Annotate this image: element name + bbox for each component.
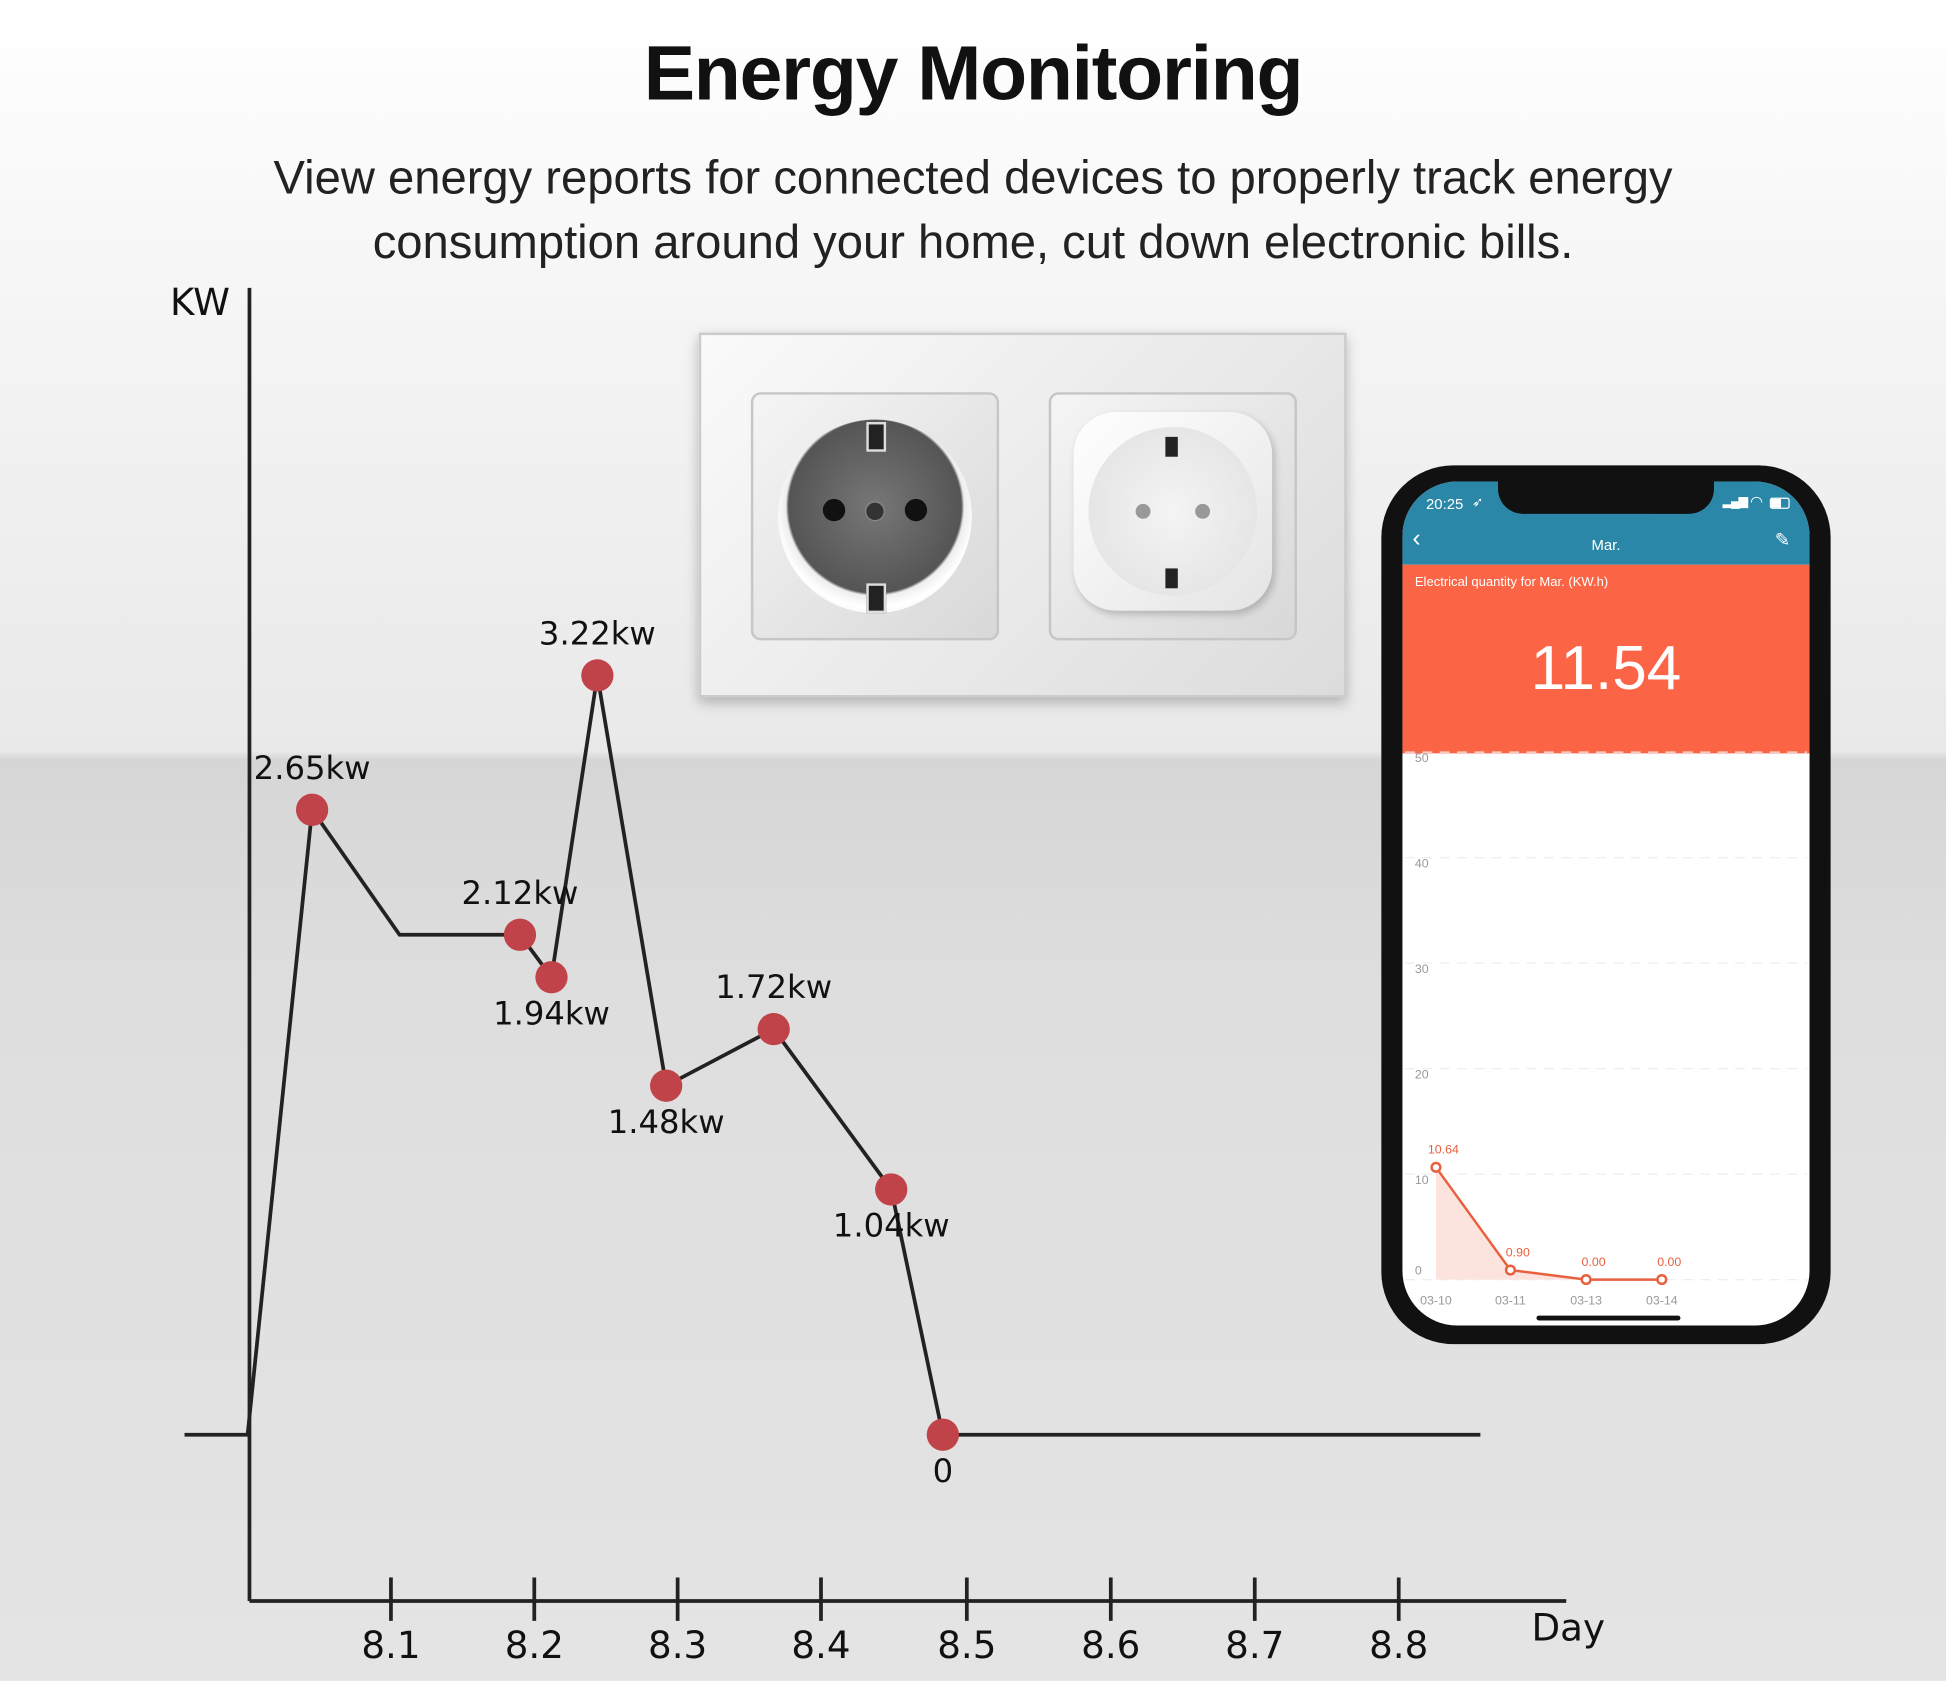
location-arrow-icon: ➶ (1471, 495, 1484, 511)
x-tick-label: 8.5 (937, 1623, 996, 1667)
x-tick-label: 8.8 (1369, 1623, 1428, 1667)
data-label: 1.04kw (833, 1207, 950, 1245)
data-label: 2.65kw (254, 749, 371, 787)
data-point (535, 961, 568, 994)
data-point (295, 793, 329, 826)
battery-icon (1769, 497, 1790, 509)
page-subtitle: View energy reports for connected device… (273, 152, 1673, 270)
socket-left (750, 392, 1000, 641)
home-indicator (1536, 1315, 1681, 1321)
summary-panel: Electrical quantity for Mar. (KW.h) 11.5… (1402, 564, 1810, 754)
total-value: 11.54 (1530, 632, 1682, 703)
wifi-icon: ◠ (1749, 492, 1763, 511)
series-line (184, 675, 1481, 1437)
smart-plug (1048, 392, 1297, 641)
data-label: 1.72kw (715, 968, 832, 1006)
nav-title: Mar. (1591, 536, 1621, 554)
wall-socket-image (698, 332, 1347, 698)
data-label: 3.22kw (539, 614, 656, 652)
data-point (581, 659, 614, 692)
signal-icon: ▂▄▆ (1722, 495, 1748, 509)
data-label: 1.48kw (608, 1103, 725, 1141)
data-label: 2.12kw (462, 874, 579, 912)
x-tick-label: 8.2 (505, 1623, 564, 1667)
data-point (757, 1012, 790, 1046)
x-axis-label: Day (1532, 1606, 1606, 1650)
app-header: 20:25 ➶ ▂▄▆ ◠ ‹ Mar. ✎ (1402, 481, 1810, 565)
data-point (650, 1069, 683, 1102)
page-title: Energy Monitoring (643, 31, 1304, 117)
phone-notch (1498, 481, 1714, 514)
x-tick-label: 8.3 (648, 1623, 707, 1667)
socket-well (778, 419, 972, 614)
data-label: 0 (933, 1452, 954, 1490)
x-tick-label: 8.6 (1081, 1623, 1140, 1667)
back-chevron-icon[interactable]: ‹ (1412, 524, 1421, 553)
edit-icon[interactable]: ✎ (1774, 529, 1791, 552)
data-point (926, 1418, 959, 1451)
data-point (503, 918, 537, 951)
data-label: 1.94kw (493, 994, 610, 1032)
summary-label: Electrical quantity for Mar. (KW.h) (1414, 574, 1609, 590)
y-axis-label: KW (170, 280, 230, 324)
x-tick-label: 8.1 (361, 1623, 420, 1667)
status-time: 20:25 (1426, 495, 1464, 513)
x-tick-label: 8.7 (1225, 1623, 1284, 1667)
phone-screen: 20:25 ➶ ▂▄▆ ◠ ‹ Mar. ✎ Electrical quanti… (1402, 481, 1810, 1326)
data-point (875, 1173, 908, 1206)
x-tick-label: 8.4 (791, 1623, 850, 1667)
